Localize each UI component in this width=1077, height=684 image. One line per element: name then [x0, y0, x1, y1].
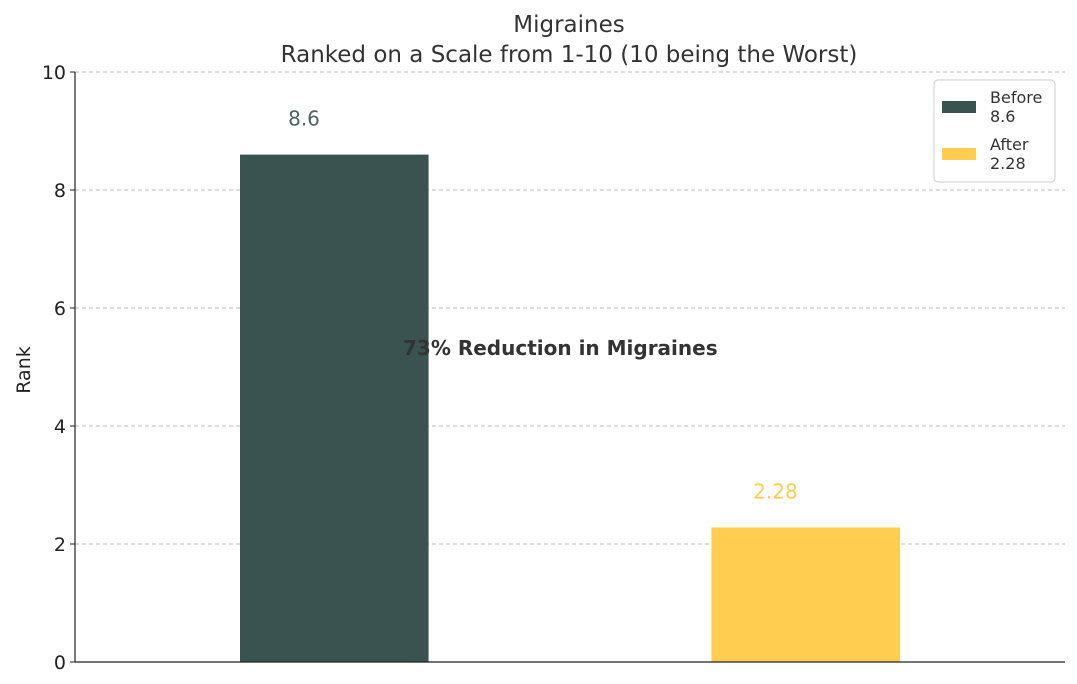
grid-lines [75, 71, 1065, 545]
y-tick-label-0: 0 [54, 652, 66, 674]
y-tick-label-1: 2 [54, 534, 66, 556]
y-axis-label: Rank [13, 346, 35, 393]
legend-value-before: 8.6 [990, 107, 1015, 126]
data-labels: 8.6 2.28 [288, 107, 798, 504]
bar-after [711, 527, 900, 662]
legend-value-after: 2.28 [990, 154, 1026, 173]
y-axis-ticks: 0 2 4 6 8 10 [42, 62, 75, 674]
legend-label-after: After [990, 135, 1029, 154]
chart-title: Migraines [513, 12, 625, 38]
bar-before [240, 154, 429, 662]
legend-swatch-before [942, 101, 976, 113]
y-tick-label-2: 4 [54, 416, 66, 438]
y-tick-label-3: 6 [54, 298, 66, 320]
legend-swatch-after [942, 148, 976, 160]
chart-annotation: 73% Reduction in Migraines [403, 336, 718, 360]
legend-label-before: Before [990, 88, 1042, 107]
data-label-after: 2.28 [753, 479, 798, 503]
chart-subtitle: Ranked on a Scale from 1-10 (10 being th… [281, 42, 858, 68]
bars [240, 154, 900, 662]
y-tick-label-5: 10 [42, 62, 66, 84]
y-tick-label-4: 8 [54, 180, 66, 202]
data-label-before: 8.6 [288, 107, 320, 131]
